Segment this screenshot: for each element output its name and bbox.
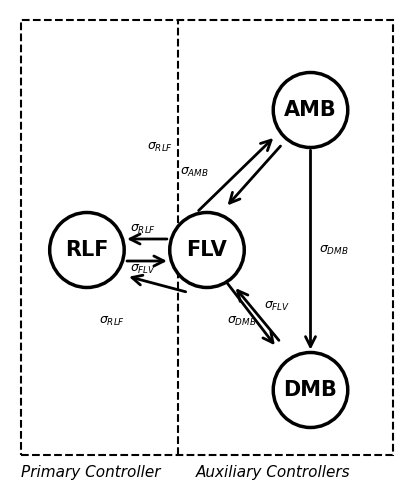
Text: $\sigma_{FLV}$: $\sigma_{FLV}$ bbox=[263, 300, 290, 312]
Ellipse shape bbox=[273, 72, 347, 148]
Ellipse shape bbox=[169, 212, 244, 288]
Text: $\sigma_{AMB}$: $\sigma_{AMB}$ bbox=[180, 166, 209, 179]
Text: AMB: AMB bbox=[283, 100, 336, 120]
Text: $\sigma_{RLF}$: $\sigma_{RLF}$ bbox=[147, 141, 173, 154]
Text: FLV: FLV bbox=[186, 240, 227, 260]
Text: RLF: RLF bbox=[65, 240, 109, 260]
Ellipse shape bbox=[50, 212, 124, 288]
Text: Auxiliary Controllers: Auxiliary Controllers bbox=[195, 465, 350, 480]
Text: $\sigma_{DMB}$: $\sigma_{DMB}$ bbox=[318, 244, 348, 256]
Text: DMB: DMB bbox=[283, 380, 337, 400]
Text: $\sigma_{DMB}$: $\sigma_{DMB}$ bbox=[226, 314, 256, 328]
Text: $\sigma_{RLF}$: $\sigma_{RLF}$ bbox=[130, 222, 156, 235]
Text: $\sigma_{RLF}$: $\sigma_{RLF}$ bbox=[99, 314, 125, 328]
Ellipse shape bbox=[273, 352, 347, 428]
Text: $\sigma_{FLV}$: $\sigma_{FLV}$ bbox=[130, 263, 157, 276]
Text: Primary Controller: Primary Controller bbox=[21, 465, 160, 480]
FancyBboxPatch shape bbox=[21, 20, 392, 455]
